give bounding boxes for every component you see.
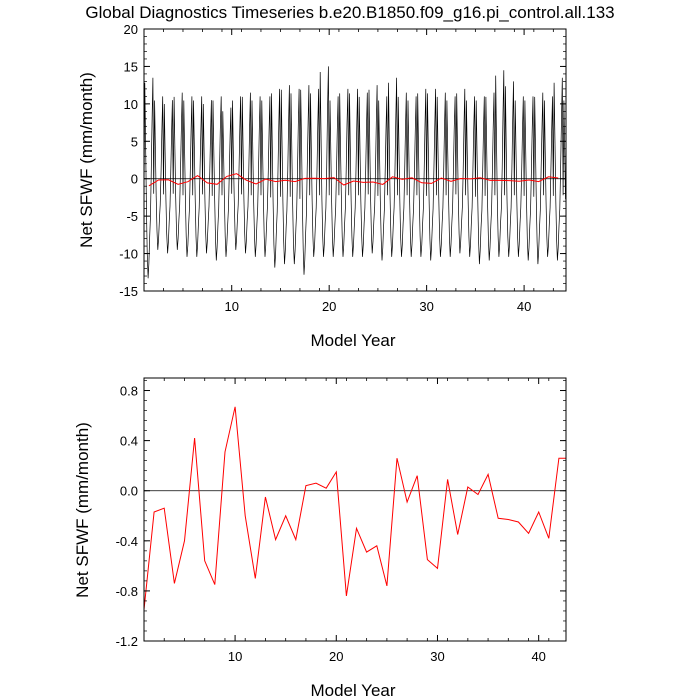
y-tick-label: -0.4 [116,534,138,549]
monthly-panel: 10 20 30 40 -15 -10 -5 0 5 10 15 20 Model Year Net… [77,22,567,350]
y-tick-label: -15 [119,284,138,299]
y-tick-label: -1.2 [116,634,138,649]
annual-mean-line-path [143,406,566,610]
x-tick-label: 10 [224,299,238,314]
y-tick-label: 20 [124,22,138,37]
x-tick-label: 30 [419,299,433,314]
x-tick-label: 20 [322,299,336,314]
y-tick-label: 0.0 [120,484,138,499]
plot-frame [143,377,567,642]
x-tick-label: 40 [517,299,531,314]
annual-mean-series-line [148,173,559,187]
y-tick-label: 0.4 [120,434,138,449]
annual-panel: 10 20 30 40 -1.2 -0.8 -0.4 0.0 0.4 0.8 Model Yea… [73,377,567,700]
annual-mean-series-line [143,406,566,610]
y-axis-label: Net SFWF (mm/month) [77,72,96,248]
x-tick-label: 30 [430,649,444,664]
figure-title: Global Diagnostics Timeseries b.e20.B185… [85,3,614,22]
x-tick-labels: 10 20 30 40 [224,299,531,314]
y-tick-labels: -1.2 -0.8 -0.4 0.0 0.4 0.8 [116,384,138,649]
y-tick-label: -0.8 [116,584,138,599]
y-tick-label: -5 [126,209,138,224]
x-tick-label: 40 [531,649,545,664]
y-tick-label: 0.8 [120,384,138,399]
axis-ticks [143,378,566,642]
axis-ticks [143,28,566,292]
x-tick-labels: 10 20 30 40 [228,649,546,664]
plot-frame [143,28,567,292]
y-tick-label: 10 [124,97,138,112]
y-tick-label: -10 [119,247,138,262]
x-tick-label: 20 [329,649,343,664]
y-tick-label: 5 [131,134,138,149]
x-axis-label: Model Year [310,331,395,350]
monthly-series-line [143,66,566,279]
monthly-line-path [143,66,566,279]
y-axis-label: Net SFWF (mm/month) [73,422,92,598]
annual-mean-line-path [148,173,559,187]
y-tick-label: 15 [124,59,138,74]
y-tick-labels: -15 -10 -5 0 5 10 15 20 [119,22,138,299]
x-axis-label: Model Year [310,681,395,700]
y-tick-label: 0 [131,172,138,187]
x-tick-label: 10 [228,649,242,664]
